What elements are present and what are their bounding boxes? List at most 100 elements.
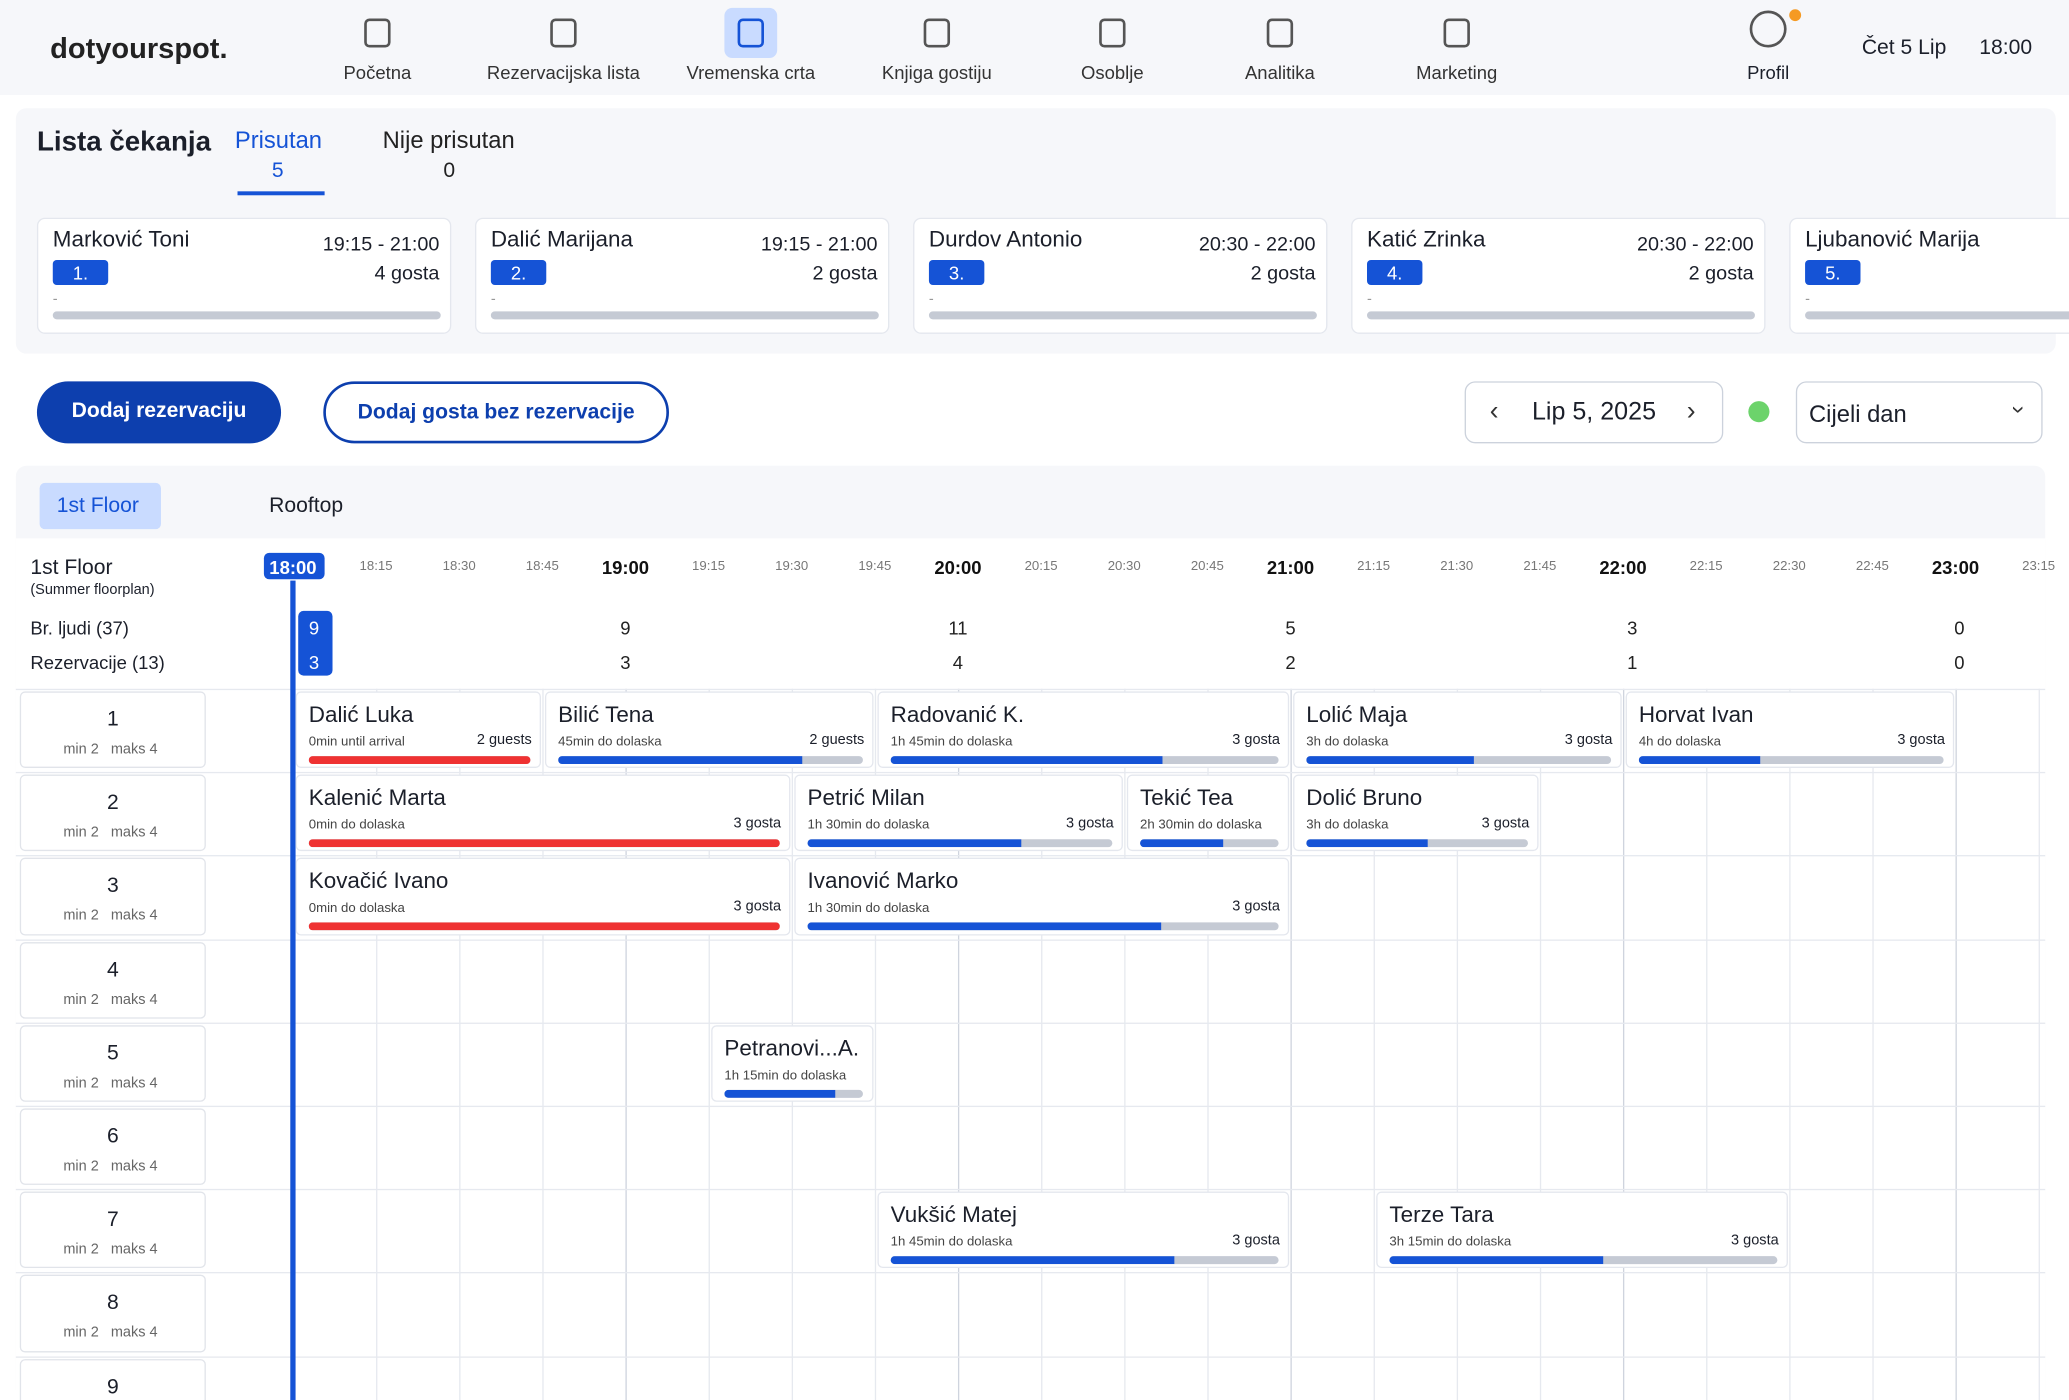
progress-fill bbox=[807, 839, 1021, 848]
time-label: 21:30 bbox=[1440, 559, 1474, 574]
booking-name: Dalić Luka bbox=[308, 701, 414, 728]
period-select[interactable]: Cijeli dan › bbox=[1795, 381, 2043, 444]
booking-block[interactable]: Kovačić Ivano 0min do dolaska 3 gosta bbox=[295, 858, 791, 935]
booking-eta: 45min do dolaska bbox=[558, 734, 662, 750]
nav-icon[interactable] bbox=[1254, 8, 1307, 58]
nav-time: 18:00 bbox=[1979, 36, 2033, 60]
nav-label[interactable]: Osoblje bbox=[1081, 62, 1144, 84]
table-cell[interactable]: 4 min 2 maks 4 bbox=[19, 941, 206, 1019]
time-label: 23:00 bbox=[1931, 556, 1980, 578]
nav-label[interactable]: Rezervacijska lista bbox=[486, 62, 640, 84]
table-cell[interactable]: 1 min 2 maks 4 bbox=[19, 691, 206, 769]
booking-block[interactable]: Tekić Tea 2h 30min do dolaska bbox=[1126, 774, 1290, 852]
tab-count[interactable]: 5 bbox=[271, 159, 284, 183]
table-cell[interactable]: 3 min 2 maks 4 bbox=[19, 858, 206, 935]
waitlist-card[interactable]: Dalić Marijana 19:15 - 21:00 2 gosta 2. - bbox=[475, 217, 890, 334]
booking-name: Tekić Tea bbox=[1140, 785, 1234, 811]
time-label: 19:00 bbox=[601, 556, 650, 578]
progress-track bbox=[490, 311, 879, 320]
floor-tab[interactable]: 1st Floor bbox=[56, 494, 139, 518]
booking-eta: 3h do dolaska bbox=[1306, 734, 1389, 750]
time-label: 20:00 bbox=[934, 556, 982, 578]
time-label: 20:45 bbox=[1190, 559, 1224, 574]
booking-block[interactable]: Dolić Bruno 3h do dolaska 3 gosta bbox=[1293, 774, 1539, 852]
add-reservation-button[interactable]: Dodaj rezervaciju bbox=[36, 381, 282, 444]
booking-eta: 4h do dolaska bbox=[1638, 734, 1721, 750]
table-name: 5 bbox=[106, 1042, 119, 1065]
booking-block[interactable]: Kalenić Marta 0min do dolaska 3 gosta bbox=[295, 774, 791, 852]
row-line bbox=[15, 1272, 2046, 1274]
booking-block[interactable]: Terze Tara 3h 15min do dolaska 3 gosta bbox=[1376, 1191, 1788, 1269]
waitlist-card[interactable]: Durdov Antonio 20:30 - 22:00 2 gosta 3. - bbox=[913, 217, 1328, 334]
booking-block[interactable]: Petrić Milan 1h 30min do dolaska 3 gosta bbox=[794, 774, 1123, 852]
progress-track bbox=[558, 756, 863, 764]
table-min: min 2 bbox=[63, 1075, 99, 1091]
nav-label[interactable]: Marketing bbox=[1416, 62, 1498, 84]
icon-glyph bbox=[364, 18, 391, 48]
nav-icon[interactable] bbox=[724, 7, 778, 59]
booking-block[interactable]: Bilić Tena 45min do dolaska 2 guests bbox=[544, 691, 874, 769]
nav-icon[interactable] bbox=[1430, 8, 1483, 58]
booking-guests: 3 gosta bbox=[1232, 1232, 1280, 1249]
nav-label[interactable]: Početna bbox=[343, 62, 412, 84]
guest-count: 2 gosta bbox=[1250, 262, 1316, 286]
tab-count[interactable]: 0 bbox=[443, 159, 456, 183]
table-max: maks 4 bbox=[110, 1075, 158, 1091]
booking-name: Ivanović Marko bbox=[807, 868, 959, 894]
table-cell[interactable]: 8 min 2 maks 4 bbox=[19, 1275, 206, 1352]
table-min: min 2 bbox=[63, 824, 99, 841]
nav-icon[interactable] bbox=[351, 8, 404, 58]
profile-icon[interactable] bbox=[1749, 10, 1787, 48]
time-label: 20:30 bbox=[1107, 559, 1141, 574]
add-walkin-button[interactable]: Dodaj gosta bez rezervacije bbox=[323, 381, 669, 444]
booking-eta: 0min do dolaska bbox=[308, 818, 405, 833]
reservation-count: 2 bbox=[1285, 651, 1296, 673]
booking-block[interactable]: Vukšić Matej 1h 45min do dolaska 3 gosta bbox=[877, 1191, 1290, 1269]
booking-name: Petrić Milan bbox=[807, 785, 925, 811]
table-cell[interactable]: 7 min 2 maks 4 bbox=[19, 1191, 206, 1269]
booking-block[interactable]: Horvat Ivan 4h do dolaska 3 gosta bbox=[1625, 691, 1955, 769]
guest-count: 4 gosta bbox=[374, 262, 440, 286]
booking-name: Terze Tara bbox=[1389, 1202, 1494, 1228]
progress-track bbox=[1306, 756, 1612, 764]
table-cell[interactable]: 6 min 2 maks 4 bbox=[19, 1108, 206, 1186]
progress-fill bbox=[807, 922, 1161, 931]
profile-label[interactable]: Profil bbox=[1747, 62, 1790, 84]
grid-line bbox=[2038, 688, 2040, 1400]
booking-block[interactable]: Radovanić K. 1h 45min do dolaska 3 gosta bbox=[877, 691, 1290, 769]
progress-fill bbox=[308, 756, 531, 764]
booking-eta: 1h 30min do dolaska bbox=[807, 901, 930, 917]
tab-underline bbox=[237, 191, 325, 196]
tab-label[interactable]: Nije prisutan bbox=[382, 126, 515, 154]
nav-label[interactable]: Knjiga gostiju bbox=[881, 62, 992, 84]
tab-label[interactable]: Prisutan bbox=[234, 126, 323, 154]
waitlist-card[interactable]: Katić Zrinka 20:30 - 22:00 2 gosta 4. - bbox=[1351, 217, 1766, 334]
table-cell[interactable]: 2 min 2 maks 4 bbox=[19, 774, 206, 852]
table-min: min 2 bbox=[63, 741, 99, 758]
icon-glyph bbox=[737, 18, 764, 48]
date-picker[interactable]: ‹ Lip 5, 2025 › bbox=[1464, 381, 1724, 444]
nav-icon[interactable] bbox=[537, 8, 590, 58]
nav-icon[interactable] bbox=[1086, 8, 1139, 58]
booking-guests: 2 guests bbox=[476, 732, 532, 749]
time-label: 19:30 bbox=[775, 559, 809, 574]
waitlist-card[interactable]: Ljubanović Marija 5. - bbox=[1789, 217, 2069, 334]
nav-icon[interactable] bbox=[910, 8, 963, 58]
table-cell[interactable]: 5 min 2 maks 4 bbox=[19, 1024, 206, 1102]
booking-block[interactable]: Lolić Maja 3h do dolaska 3 gosta bbox=[1293, 691, 1622, 769]
booking-block[interactable]: Petranovi...A. 1h 15min do dolaska bbox=[711, 1024, 874, 1102]
booking-block[interactable]: Dalić Luka 0min until arrival 2 guests bbox=[295, 691, 541, 769]
note: - bbox=[490, 291, 496, 308]
booking-block[interactable]: Ivanović Marko 1h 30min do dolaska 3 gosta bbox=[794, 858, 1290, 935]
floor-tab-active[interactable] bbox=[39, 482, 161, 530]
progress-track bbox=[928, 311, 1317, 320]
grid-line bbox=[1622, 688, 1625, 1400]
waitlist-card[interactable]: Marković Toni 19:15 - 21:00 4 gosta 1. - bbox=[36, 217, 452, 334]
progress-track bbox=[890, 1256, 1279, 1265]
progress-fill bbox=[558, 756, 802, 764]
nav-label[interactable]: Vremenska crta bbox=[686, 62, 816, 84]
icon-glyph bbox=[550, 18, 577, 48]
floor-tab[interactable]: Rooftop bbox=[269, 494, 344, 518]
nav-label[interactable]: Analitika bbox=[1244, 62, 1315, 84]
